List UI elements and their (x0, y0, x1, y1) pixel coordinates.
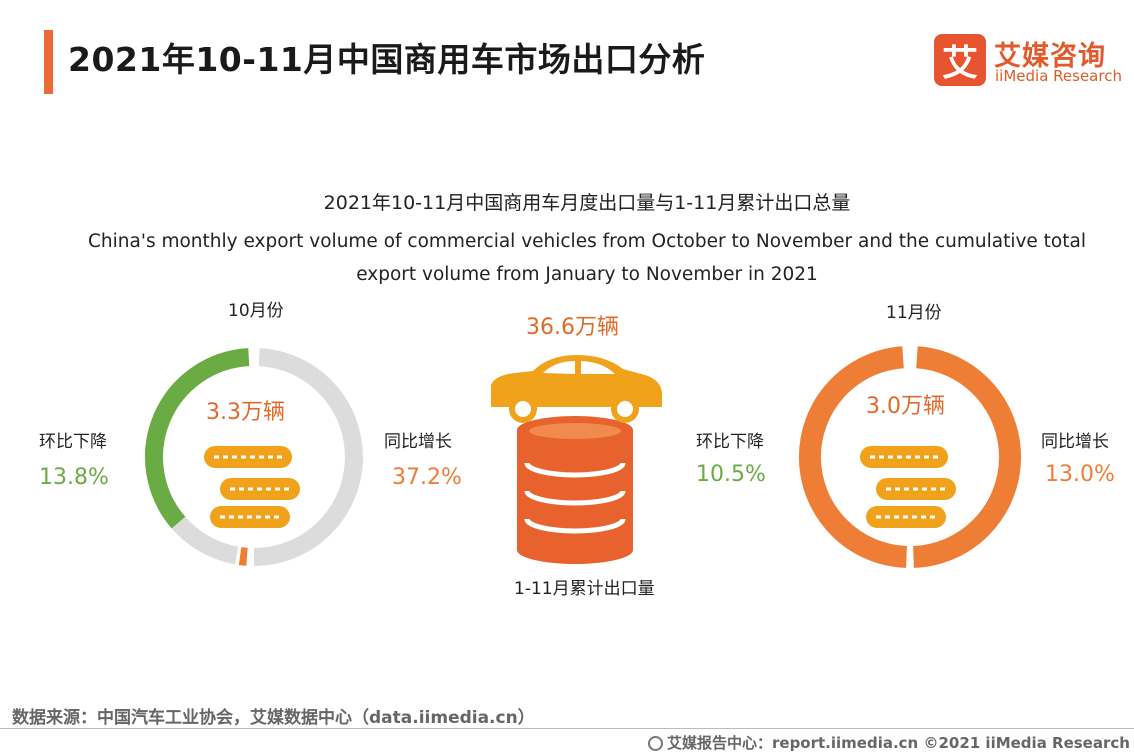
october-yoy-value: 37.2% (392, 465, 462, 490)
november-mom-label: 环比下降 (696, 432, 764, 452)
brand-mark-icon: 艾 (934, 34, 986, 86)
cumulative-label: 1-11月累计出口量 (514, 579, 655, 599)
car-icon (491, 355, 662, 423)
yoy-growth-arc (238, 547, 248, 566)
globe-icon (648, 736, 663, 751)
footer-divider (0, 728, 1134, 729)
november-volume: 3.0万辆 (866, 394, 945, 419)
cumulative-car-stack-icon (491, 355, 662, 564)
data-source-note: 数据来源：中国汽车工业协会，艾媒数据中心（data.iimedia.cn） (12, 708, 535, 728)
brand-subtitle: iiMedia Research (995, 67, 1122, 85)
coin-stack-icon (204, 446, 300, 528)
page-title: 2021年10-11月中国商用车市场出口分析 (68, 40, 706, 79)
november-yoy-value: 13.0% (1045, 462, 1115, 487)
coin-stack-icon (860, 446, 956, 528)
footer-credit: 艾媒报告中心：report.iimedia.cn ©2021 iiMedia R… (648, 732, 1134, 753)
october-label: 10月份 (228, 301, 284, 321)
october-donut-chart (145, 348, 363, 566)
right-half-arc (912, 346, 1022, 568)
november-yoy-label: 同比增长 (1041, 432, 1109, 452)
mom-decline-arc (145, 348, 250, 529)
november-donut-chart (798, 346, 1022, 568)
coin-1 (860, 446, 948, 468)
brand-name: 艾媒咨询 (994, 41, 1106, 72)
brand-logo: 艾 艾媒咨询 iiMedia Research (934, 34, 1122, 90)
november-label: 11月份 (886, 303, 942, 323)
remainder-arc (253, 348, 363, 566)
footer-credit-text: 艾媒报告中心：report.iimedia.cn ©2021 iiMedia R… (667, 734, 1134, 752)
cumulative-disc-stack (517, 416, 633, 564)
october-volume: 3.3万辆 (206, 400, 285, 425)
coin-1 (204, 446, 292, 468)
october-yoy-label: 同比增长 (384, 432, 452, 452)
left-half-arc (798, 346, 908, 568)
title-accent-bar (44, 30, 53, 94)
chart-title: 2021年10-11月中国商用车月度出口量与1-11月累计出口总量 (323, 192, 851, 214)
november-mom-value: 10.5% (696, 462, 766, 487)
cumulative-volume: 36.6万辆 (526, 315, 619, 340)
october-mom-value: 13.8% (39, 465, 109, 490)
chart-subtitle: China's monthly export volume of commerc… (88, 231, 1086, 285)
october-mom-label: 环比下降 (39, 432, 107, 452)
remainder-arc-lower (171, 516, 239, 565)
